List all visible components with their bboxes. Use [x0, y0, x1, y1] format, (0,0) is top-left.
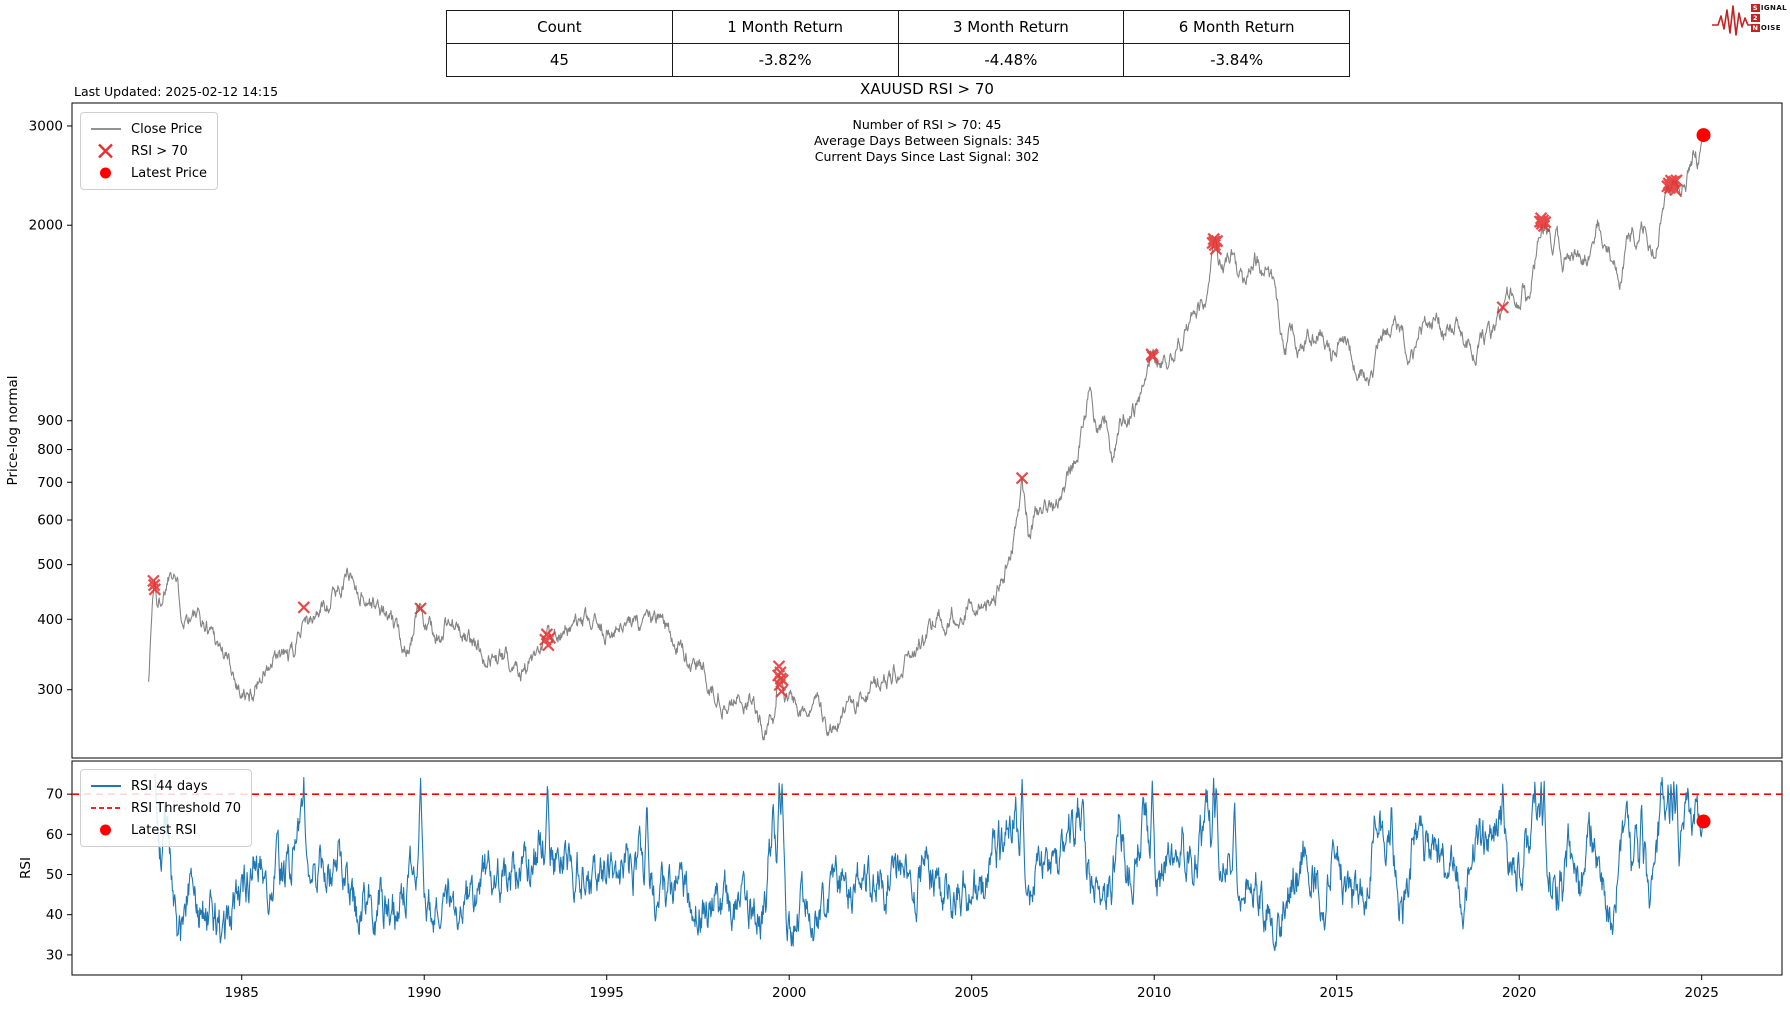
rsi-tick-label: 40: [46, 907, 63, 923]
rsi-ylabel: RSI: [18, 857, 34, 879]
year-tick-label: 2025: [1685, 985, 1719, 1001]
price-tick-label: 400: [37, 612, 63, 628]
legend-entry-rsi-threshold: RSI Threshold 70: [89, 797, 241, 819]
price-tick-label: 3000: [29, 118, 63, 134]
year-tick-label: 1985: [225, 985, 259, 1001]
signal2noise-logo: S IGNAL 2 N OISE: [1711, 2, 1787, 40]
annotation-days-since: Current Days Since Last Signal: 302: [814, 149, 1040, 164]
rsi-tick-label: 60: [46, 827, 63, 843]
line-sample-icon: [91, 128, 121, 130]
summary-header-1m-return: 1 Month Return: [671, 10, 899, 44]
annotation-avg-days: Average Days Between Signals: 345: [813, 133, 1041, 148]
rsi-signal-markers: [147, 174, 1683, 698]
rsi-tick-label: 70: [46, 787, 63, 803]
signal-x-marker: [1146, 350, 1160, 364]
signal-x-marker: [1496, 301, 1510, 314]
summary-table: Count 1 Month Return 3 Month Return 6 Mo…: [446, 10, 1350, 77]
line-sample-icon: [91, 785, 121, 787]
price-y-ticks: 3000 2000 900 800 700 600 500 400 300: [29, 118, 72, 698]
summary-header-6m-return: 6 Month Return: [1123, 10, 1350, 44]
signal-x-marker: [1669, 183, 1682, 197]
logo-row-2: 2: [1750, 13, 1787, 23]
year-tick-label: 2015: [1320, 985, 1354, 1001]
price-tick-label: 800: [37, 442, 63, 458]
legend-label-latest-rsi: Latest RSI: [131, 822, 197, 838]
signal-x-marker: [776, 673, 789, 687]
rsi-line: [154, 773, 1705, 952]
signal-x-marker: [147, 578, 161, 592]
rsi-y-ticks: 70 60 50 40 30: [46, 787, 72, 963]
waveform-icon: [1711, 5, 1758, 36]
dashed-line-icon: [91, 807, 121, 809]
annotation-signal-count: Number of RSI > 70: 45: [852, 117, 1002, 132]
summary-header-count: Count: [446, 10, 673, 44]
latest-rsi-dot: [1696, 814, 1711, 829]
signal-x-marker: [772, 660, 786, 673]
logo-letterbox-s: S: [1750, 4, 1760, 12]
legend-label-rsi-gt-70: RSI > 70: [131, 143, 188, 159]
close-price-line: [148, 134, 1705, 741]
logo-row-noise: N OISE: [1750, 23, 1787, 33]
logo-row-signal: S IGNAL: [1750, 3, 1787, 13]
logo-rest-ignal: IGNAL: [1760, 4, 1787, 12]
price-tick-label: 600: [37, 513, 63, 529]
axes-frames: [71, 102, 1783, 976]
legend-label-rsi-threshold: RSI Threshold 70: [131, 800, 241, 816]
legend-label-close-price: Close Price: [131, 121, 203, 137]
dot-marker-icon: [100, 167, 111, 179]
x-axis-ticks: 1985 1990 1995 2000 2005 2010 2015 2020 2025: [225, 975, 1719, 1001]
year-tick-label: 2005: [955, 985, 989, 1001]
logo-letterbox-2: 2: [1750, 14, 1760, 22]
legend-entry-latest-price: Latest Price: [89, 162, 207, 184]
signal-x-marker: [414, 602, 427, 615]
logo-letterbox-n: N: [1750, 24, 1760, 32]
rsi-tick-label: 50: [46, 867, 63, 883]
logo-rest-oise: OISE: [1760, 24, 1781, 32]
summary-value-3m-return: -4.48%: [897, 43, 1125, 77]
logo-text: S IGNAL 2 N OISE: [1750, 3, 1787, 33]
signal-x-marker: [1537, 219, 1551, 233]
price-ylabel: Price-log normal: [5, 376, 21, 486]
x-marker-icon: [98, 143, 113, 159]
signal-stats-annotation: Number of RSI > 70: 45 Average Days Betw…: [72, 117, 1782, 165]
signal-x-marker: [1015, 471, 1029, 485]
year-tick-label: 2010: [1137, 985, 1171, 1001]
legend-entry-close-price: Close Price: [89, 118, 207, 140]
price-tick-label: 700: [37, 475, 63, 491]
summary-header-row: Count 1 Month Return 3 Month Return 6 Mo…: [446, 10, 1350, 44]
year-tick-label: 1995: [590, 985, 624, 1001]
signal-x-marker: [543, 631, 557, 644]
legend-entry-rsi-44: RSI 44 days: [89, 775, 241, 797]
signal-x-marker: [775, 685, 788, 698]
price-tick-label: 900: [37, 413, 63, 429]
rsi-tick-label: 30: [46, 947, 63, 963]
signal-x-marker: [1538, 215, 1552, 229]
signal-x-marker: [297, 601, 311, 614]
year-tick-label: 1990: [407, 985, 441, 1001]
price-tick-label: 500: [37, 557, 63, 573]
signal-x-marker: [148, 583, 162, 596]
legend-label-rsi-44: RSI 44 days: [131, 778, 208, 794]
price-tick-label: 300: [37, 682, 63, 698]
chart-title: XAUUSD RSI > 70: [860, 80, 994, 98]
price-tick-label: 2000: [29, 218, 63, 234]
summary-value-row: 45 -3.82% -4.48% -3.84%: [446, 43, 1350, 77]
latest-price-dot: [1696, 128, 1711, 143]
legend-entry-latest-rsi: Latest RSI: [89, 819, 241, 841]
signal-x-marker: [1210, 234, 1224, 248]
legend-label-latest-price: Latest Price: [131, 165, 208, 181]
signal-x-marker: [1670, 174, 1683, 187]
last-updated-label: Last Updated: 2025-02-12 14:15: [74, 84, 279, 99]
rsi-legend: RSI 44 days RSI Threshold 70 Latest RSI: [80, 769, 252, 847]
price-legend: Close Price RSI > 70 Latest Price: [80, 112, 219, 190]
signal-x-marker: [1209, 242, 1223, 256]
year-tick-label: 2000: [772, 985, 806, 1001]
summary-value-6m-return: -3.84%: [1123, 43, 1350, 77]
dot-marker-icon: [100, 824, 111, 836]
legend-entry-rsi-gt-70: RSI > 70: [89, 140, 207, 162]
year-tick-label: 2020: [1502, 985, 1536, 1001]
axis-labels: Price-log normal RSI: [5, 376, 34, 879]
